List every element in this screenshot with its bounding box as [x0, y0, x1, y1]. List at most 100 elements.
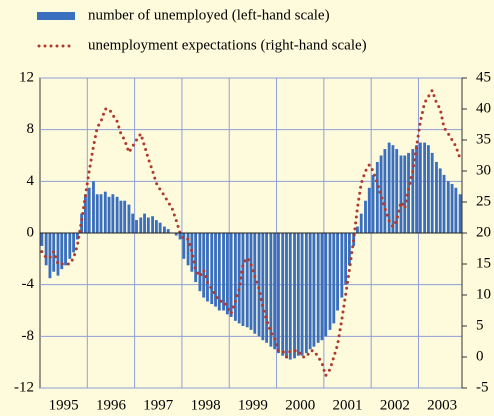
bar — [308, 233, 312, 350]
y2-tick-label: 30 — [476, 162, 491, 178]
bar — [411, 149, 415, 233]
bar — [151, 216, 155, 233]
bar — [375, 161, 379, 233]
y2-tick-label: 15 — [476, 255, 491, 271]
y2-tick-label: 10 — [476, 286, 491, 302]
y-tick-label: 12 — [19, 69, 34, 85]
bar — [186, 233, 190, 266]
bar — [344, 233, 348, 285]
bar — [190, 233, 194, 272]
x-tick-label: 2003 — [427, 397, 457, 413]
bar — [285, 233, 288, 359]
bar — [458, 194, 462, 233]
bar — [111, 194, 115, 233]
bar — [68, 233, 72, 259]
bar — [277, 233, 280, 354]
bar — [241, 233, 245, 326]
bar — [371, 174, 375, 233]
y2-tick-label: 40 — [476, 100, 491, 116]
bar — [383, 149, 387, 233]
bar — [83, 194, 87, 233]
bar — [40, 233, 44, 246]
bar — [178, 233, 182, 240]
bar — [174, 233, 178, 236]
x-tick-label: 1995 — [49, 397, 79, 413]
bar — [304, 233, 308, 354]
bar — [454, 187, 458, 233]
x-tick-label: 2001 — [333, 397, 363, 413]
bar — [202, 233, 206, 298]
bar — [391, 145, 395, 233]
bar — [72, 233, 76, 253]
bar — [253, 233, 257, 334]
bar — [166, 229, 170, 233]
bar — [367, 187, 371, 233]
bar — [293, 233, 296, 359]
y2-tick-label: 0 — [476, 348, 484, 364]
bar — [198, 233, 202, 292]
bar — [399, 155, 403, 233]
bar — [430, 152, 434, 233]
y-tick-label: -8 — [22, 328, 35, 344]
bar — [407, 152, 410, 233]
y-tick-label: 4 — [27, 173, 35, 189]
bar — [123, 200, 127, 233]
legend-label: unemployment expectations (right-hand sc… — [88, 37, 367, 53]
bar — [281, 233, 285, 356]
x-tick-label: 1996 — [96, 397, 127, 413]
bar — [324, 233, 328, 337]
bar — [56, 233, 60, 276]
bar — [131, 213, 135, 233]
bar — [115, 196, 119, 233]
x-tick-label: 1998 — [191, 397, 221, 413]
bar — [229, 233, 233, 317]
bar — [359, 213, 363, 233]
bar — [316, 233, 320, 343]
y2-tick-label: 5 — [476, 317, 484, 333]
bar — [107, 196, 111, 233]
y-tick-label: 8 — [27, 121, 35, 137]
bar — [273, 233, 277, 350]
bar — [210, 233, 214, 305]
x-tick-label: 2000 — [285, 397, 315, 413]
bar — [403, 155, 407, 233]
x-tick-label: 1997 — [143, 397, 174, 413]
bar — [450, 183, 454, 233]
bar — [415, 145, 419, 233]
bar — [257, 233, 261, 337]
bar — [300, 233, 304, 356]
bar — [245, 233, 249, 328]
bar — [80, 213, 84, 233]
bar — [237, 233, 241, 324]
y-tick-label: -4 — [22, 276, 35, 292]
bar — [163, 226, 166, 233]
bar — [154, 220, 158, 233]
bar — [95, 194, 99, 233]
bar — [340, 233, 344, 298]
bar — [269, 233, 273, 347]
legend-swatch — [37, 12, 75, 20]
bar — [446, 181, 450, 233]
bar — [182, 233, 186, 259]
bar — [103, 191, 107, 233]
legend-label: number of unemployed (left-hand scale) — [88, 7, 330, 23]
bar — [92, 181, 95, 233]
bar — [364, 200, 367, 233]
bar — [158, 222, 162, 233]
bar — [442, 174, 446, 233]
y2-tick-label: 35 — [476, 131, 491, 147]
bar — [261, 233, 265, 341]
bar — [217, 233, 221, 311]
bar — [435, 161, 438, 233]
y2-tick-label: -5 — [476, 379, 489, 395]
bar — [87, 187, 91, 233]
y2-tick-label: 45 — [476, 69, 491, 85]
bar — [119, 200, 123, 233]
line — [40, 86, 462, 380]
bar — [418, 142, 422, 233]
bar — [139, 217, 143, 233]
bar — [379, 155, 383, 233]
x-tick-label: 2002 — [380, 397, 410, 413]
bar — [265, 233, 269, 343]
